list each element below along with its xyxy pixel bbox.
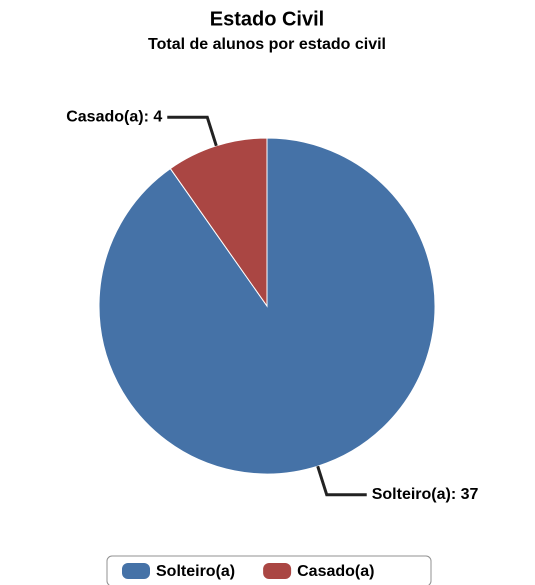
legend-label: Solteiro(a) (156, 563, 235, 580)
label-connector (316, 465, 367, 497)
chart-subtitle: Total de alunos por estado civil (148, 36, 386, 53)
data-label: Solteiro(a): 37 (372, 486, 479, 503)
label-connector (167, 115, 218, 147)
legend-symbol (263, 563, 292, 579)
chart-title: Estado Civil (210, 8, 324, 30)
data-label: Casado(a): 4 (66, 108, 162, 125)
legend-label: Casado(a) (297, 563, 374, 580)
legend-symbol (122, 563, 150, 579)
